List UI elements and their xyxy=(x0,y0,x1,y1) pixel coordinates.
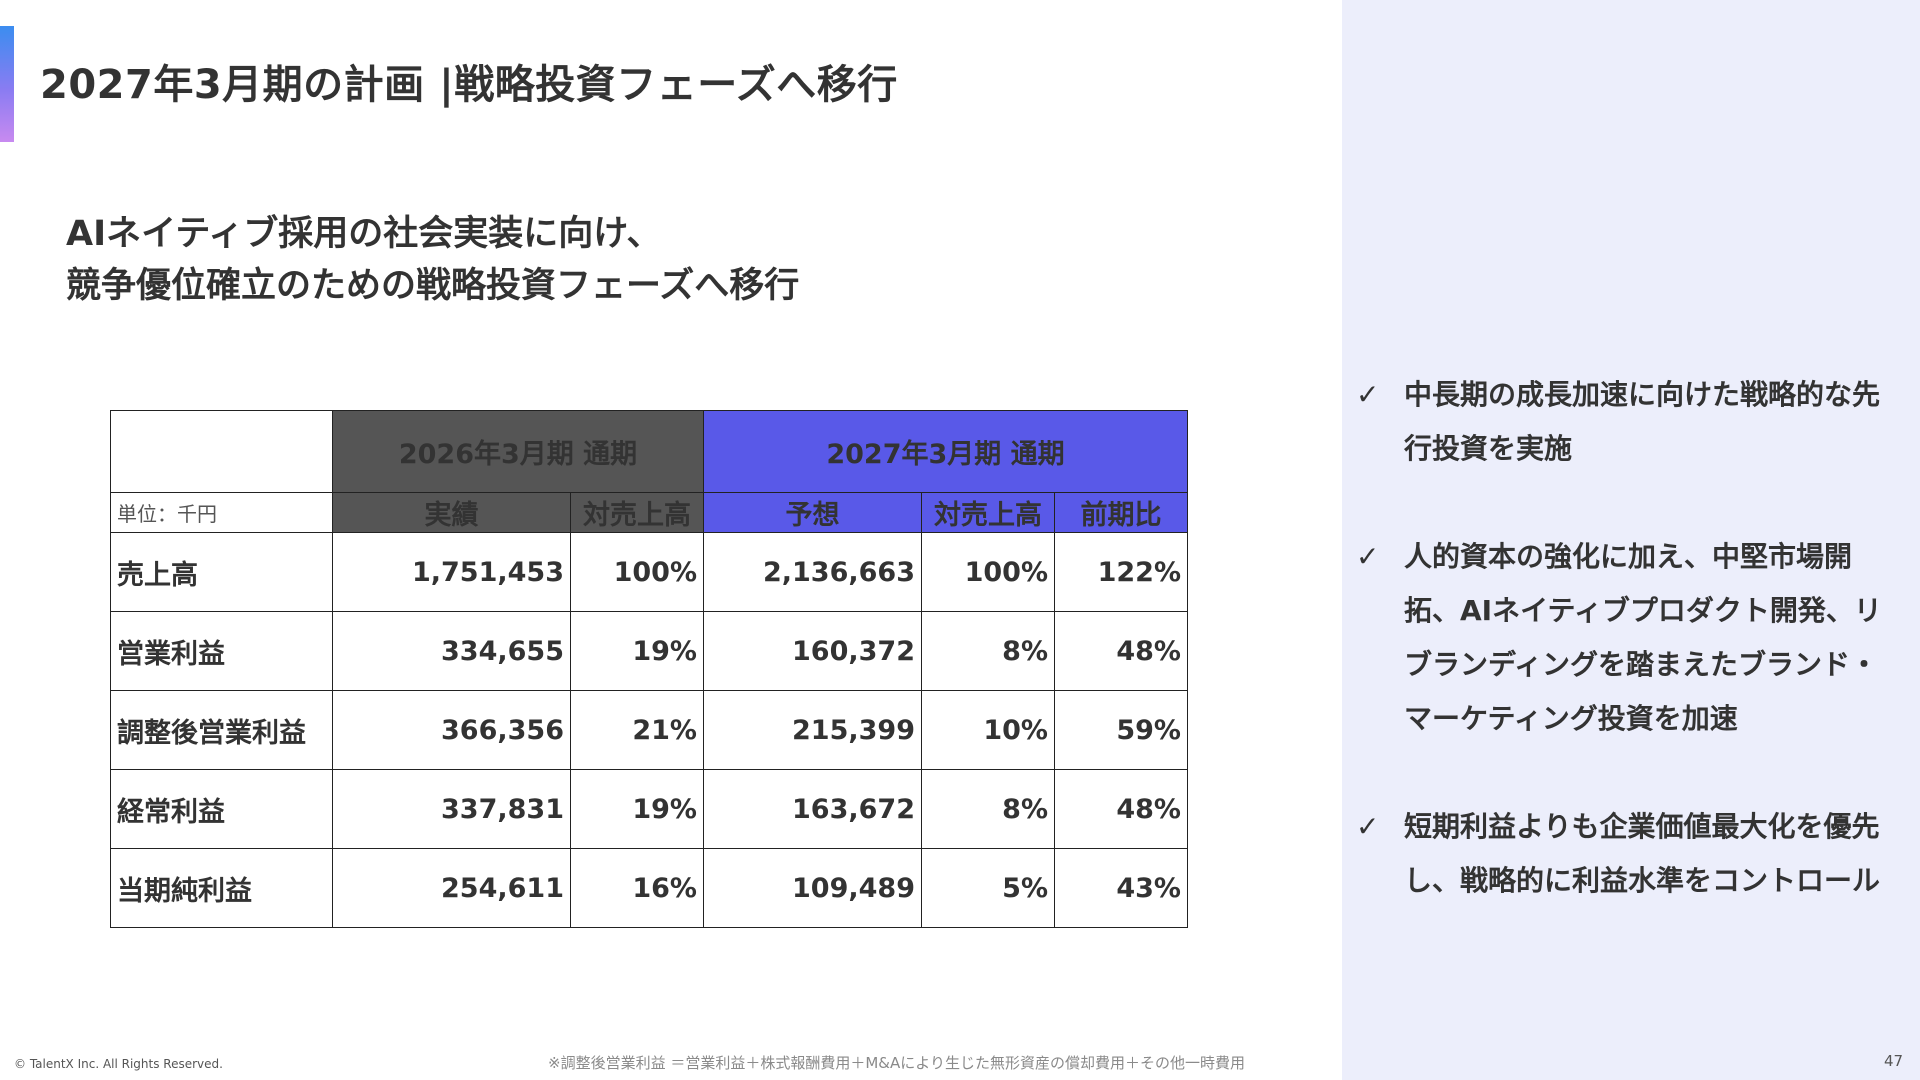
cell-2027-ratio: 100% xyxy=(921,532,1055,612)
cell-2026-ratio: 16% xyxy=(570,848,704,928)
unit-label: 単位：千円 xyxy=(110,492,333,533)
cell-yoy: 122% xyxy=(1054,532,1188,612)
table-row: 営業利益 334,655 19% 160,372 8% 48% xyxy=(110,611,1188,691)
cell-2026-actual: 1,751,453 xyxy=(332,532,571,612)
key-point-text: 人的資本の強化に加え、中堅市場開拓、AIネイティブプロダクト開発、リブランディン… xyxy=(1404,540,1882,735)
title-accent-bar xyxy=(0,26,14,142)
cell-2026-actual: 337,831 xyxy=(332,769,571,849)
footnote: ※調整後営業利益 ＝営業利益＋株式報酬費用＋M&Aにより生じた無形資産の償却費用… xyxy=(548,1054,1245,1072)
cell-2026-actual: 366,356 xyxy=(332,690,571,770)
col-header-2026-actual: 実績 xyxy=(332,492,571,533)
check-icon: ✓ xyxy=(1356,378,1380,411)
table-row: 経常利益 337,831 19% 163,672 8% 48% xyxy=(110,769,1188,849)
col-header-2026-ratio: 対売上高 xyxy=(570,492,704,533)
headline-line-1: AIネイティブ採用の社会実装に向け、 xyxy=(66,214,662,254)
financial-plan-table: 2026年3月期 通期 2027年3月期 通期 単位：千円 実績 対売上高 予想… xyxy=(110,410,1188,928)
cell-2027-forecast: 2,136,663 xyxy=(703,532,922,612)
cell-2027-forecast: 160,372 xyxy=(703,611,922,691)
table-corner-cell xyxy=(110,410,333,493)
list-item: ✓ 中長期の成長加速に向けた戦略的な先行投資を実施 xyxy=(1356,368,1916,476)
headline: AIネイティブ採用の社会実装に向け、 競争優位確立のための戦略投資フェーズへ移行 xyxy=(66,208,799,312)
cell-yoy: 48% xyxy=(1054,611,1188,691)
cell-yoy: 43% xyxy=(1054,848,1188,928)
row-label: 当期純利益 xyxy=(110,848,333,928)
row-label: 営業利益 xyxy=(110,611,333,691)
cell-2027-ratio: 8% xyxy=(921,769,1055,849)
list-item: ✓ 人的資本の強化に加え、中堅市場開拓、AIネイティブプロダクト開発、リブランデ… xyxy=(1356,530,1916,746)
table-row: 当期純利益 254,611 16% 109,489 5% 43% xyxy=(110,848,1188,928)
cell-2027-ratio: 10% xyxy=(921,690,1055,770)
cell-2027-ratio: 8% xyxy=(921,611,1055,691)
cell-2026-actual: 334,655 xyxy=(332,611,571,691)
cell-2026-actual: 254,611 xyxy=(332,848,571,928)
row-label: 経常利益 xyxy=(110,769,333,849)
key-point-text: 中長期の成長加速に向けた戦略的な先行投資を実施 xyxy=(1404,378,1881,465)
key-points-list: ✓ 中長期の成長加速に向けた戦略的な先行投資を実施 ✓ 人的資本の強化に加え、中… xyxy=(1356,368,1916,962)
cell-2027-forecast: 109,489 xyxy=(703,848,922,928)
cell-2027-ratio: 5% xyxy=(921,848,1055,928)
key-point-text: 短期利益よりも企業価値最大化を優先し、戦略的に利益水準をコントロール xyxy=(1404,810,1881,897)
col-header-yoy: 前期比 xyxy=(1054,492,1188,533)
headline-line-2: 競争優位確立のための戦略投資フェーズへ移行 xyxy=(66,266,800,306)
check-icon: ✓ xyxy=(1356,810,1380,843)
row-label: 調整後営業利益 xyxy=(110,690,333,770)
group-header-2026: 2026年3月期 通期 xyxy=(332,410,704,493)
check-icon: ✓ xyxy=(1356,540,1380,573)
cell-2026-ratio: 19% xyxy=(570,769,704,849)
cell-2026-ratio: 19% xyxy=(570,611,704,691)
row-label: 売上高 xyxy=(110,532,333,612)
copyright-notice: © TalentX Inc. All Rights Reserved. xyxy=(14,1057,223,1071)
cell-yoy: 48% xyxy=(1054,769,1188,849)
page-number: 47 xyxy=(1884,1052,1904,1070)
group-header-2027: 2027年3月期 通期 xyxy=(703,410,1188,493)
col-header-2027-forecast: 予想 xyxy=(703,492,922,533)
table-row: 売上高 1,751,453 100% 2,136,663 100% 122% xyxy=(110,532,1188,612)
list-item: ✓ 短期利益よりも企業価値最大化を優先し、戦略的に利益水準をコントロール xyxy=(1356,800,1916,908)
right-summary-panel xyxy=(1342,0,1920,1080)
cell-2026-ratio: 21% xyxy=(570,690,704,770)
cell-2026-ratio: 100% xyxy=(570,532,704,612)
cell-yoy: 59% xyxy=(1054,690,1188,770)
table-group-header-row: 2026年3月期 通期 2027年3月期 通期 xyxy=(110,410,1188,493)
col-header-2027-ratio: 対売上高 xyxy=(921,492,1055,533)
cell-2027-forecast: 215,399 xyxy=(703,690,922,770)
cell-2027-forecast: 163,672 xyxy=(703,769,922,849)
page-title: 2027年3月期の計画 |戦略投資フェーズへ移行 xyxy=(40,62,898,108)
table-row: 調整後営業利益 366,356 21% 215,399 10% 59% xyxy=(110,690,1188,770)
table-sub-header-row: 単位：千円 実績 対売上高 予想 対売上高 前期比 xyxy=(110,492,1188,533)
